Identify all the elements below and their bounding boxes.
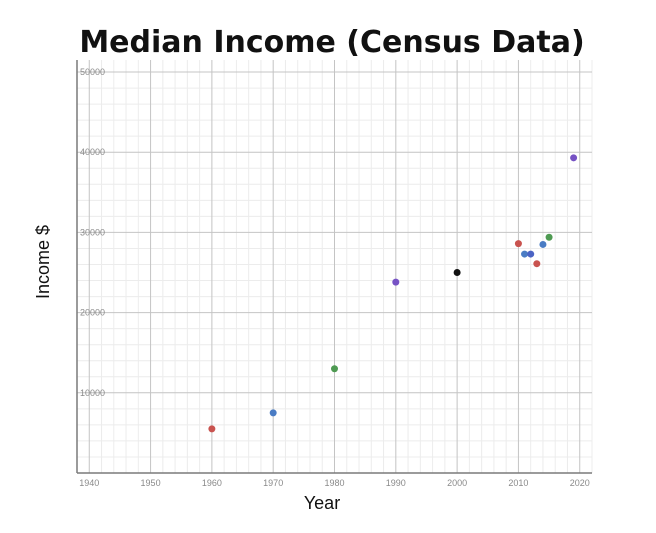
- y-tick-label: 50000: [80, 67, 105, 77]
- data-point: [533, 260, 541, 268]
- y-axis-title: Income $: [33, 225, 53, 299]
- data-point: [545, 233, 553, 241]
- data-points: [208, 154, 578, 433]
- x-tick-label: 2020: [570, 478, 590, 488]
- data-point: [331, 365, 338, 373]
- y-tick-label: 30000: [80, 227, 105, 237]
- x-axis-title: Year: [304, 493, 340, 513]
- data-point: [208, 425, 216, 433]
- tick-labels: 1940 1950 1960 1970 1980 1990 2000 2010 2020 1000…: [79, 67, 590, 488]
- data-point: [570, 154, 578, 162]
- y-tick-label: 20000: [80, 308, 105, 318]
- x-tick-label: 1940: [79, 478, 99, 488]
- x-tick-label: 1960: [202, 478, 222, 488]
- data-point: [521, 250, 529, 258]
- x-tick-label: 1980: [324, 478, 344, 488]
- data-point: [539, 240, 547, 248]
- data-point: [269, 409, 277, 417]
- data-point: [392, 278, 400, 286]
- x-tick-label: 1970: [263, 478, 283, 488]
- data-point: [514, 240, 522, 248]
- y-tick-label: 10000: [80, 388, 105, 398]
- x-tick-label: 1950: [141, 478, 161, 488]
- x-tick-label: 1990: [386, 478, 406, 488]
- data-point: [453, 269, 461, 277]
- major-gridlines: [77, 60, 592, 473]
- data-point: [527, 250, 535, 258]
- chart-title: Median Income (Census Data): [79, 25, 584, 60]
- x-tick-label: 2000: [447, 478, 467, 488]
- x-tick-label: 2010: [508, 478, 528, 488]
- y-tick-label: 40000: [80, 147, 105, 157]
- axes: [76, 60, 592, 474]
